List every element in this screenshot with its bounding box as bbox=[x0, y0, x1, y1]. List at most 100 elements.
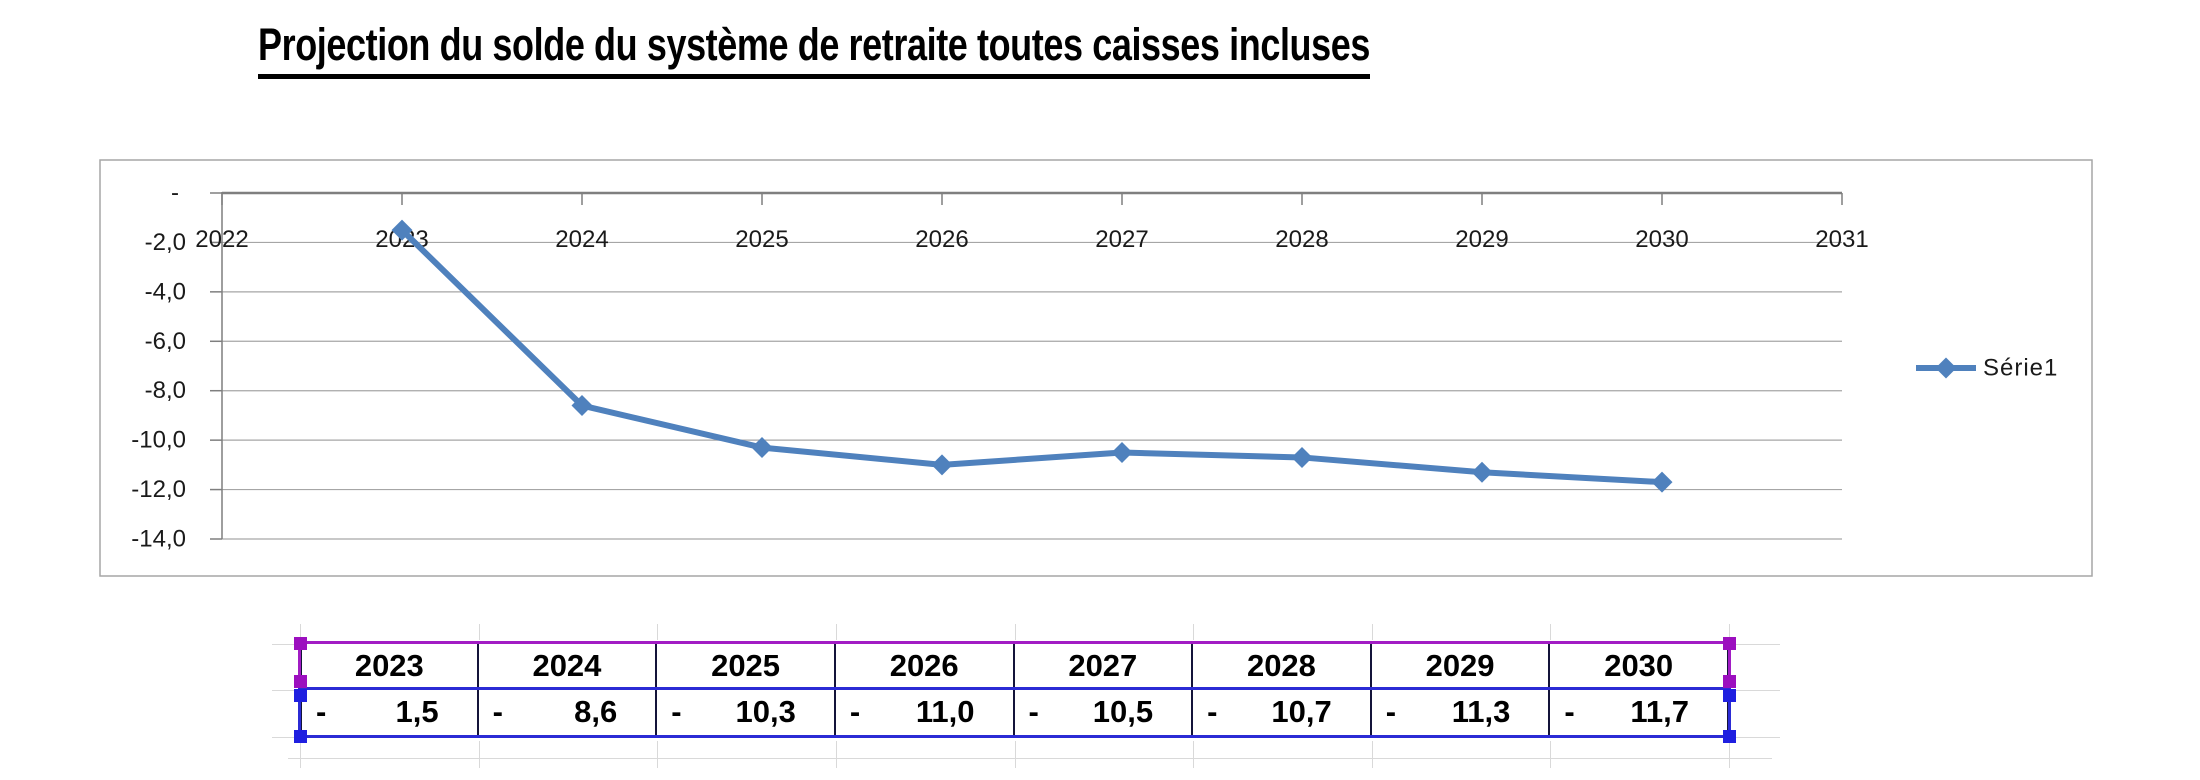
chart-area-border[interactable] bbox=[99, 159, 2093, 577]
year-cell[interactable]: 2028 bbox=[1193, 643, 1372, 688]
value-cell[interactable]: - 10,3 bbox=[657, 688, 836, 736]
spreadsheet-gridline bbox=[1372, 624, 1373, 640]
x-axis-label: 2028 bbox=[1275, 226, 1328, 253]
value-range-border-top bbox=[298, 687, 1731, 690]
spreadsheet-gridline bbox=[1729, 741, 1730, 768]
spreadsheet-gridline bbox=[1550, 624, 1551, 640]
minus-sign: - bbox=[1385, 694, 1397, 729]
y-axis-label: -6,0 bbox=[145, 328, 186, 355]
value-cell[interactable]: - 1,5 bbox=[300, 688, 479, 736]
year-cell[interactable]: 2023 bbox=[300, 643, 479, 688]
spreadsheet-gridline bbox=[836, 624, 837, 640]
category-range-border-left bbox=[298, 643, 301, 688]
series-marker[interactable] bbox=[571, 395, 593, 417]
spreadsheet-gridline bbox=[657, 741, 658, 768]
series-line[interactable] bbox=[399, 227, 1665, 486]
year-cell[interactable]: 2030 bbox=[1550, 643, 1729, 688]
minus-sign: - bbox=[1028, 694, 1039, 729]
x-axis-label: 2027 bbox=[1095, 226, 1148, 253]
series-marker[interactable] bbox=[1291, 446, 1313, 468]
x-axis-label: 2025 bbox=[735, 226, 788, 253]
category-range-border-top bbox=[298, 641, 1731, 644]
y-axis-label: -12,0 bbox=[131, 476, 186, 503]
x-axis-label: 2030 bbox=[1635, 226, 1688, 253]
spreadsheet-gridline bbox=[1372, 741, 1373, 768]
series-marker[interactable] bbox=[391, 219, 413, 241]
selection-handle[interactable] bbox=[293, 674, 307, 688]
spreadsheet-gridline bbox=[1550, 741, 1551, 768]
minus-sign: - bbox=[849, 694, 861, 729]
series-marker[interactable] bbox=[1651, 471, 1673, 493]
year-cell[interactable]: 2025 bbox=[657, 643, 836, 688]
value-range-border-bottom bbox=[298, 735, 1731, 738]
value-number: 11,7 bbox=[1630, 694, 1689, 729]
selection-handle[interactable] bbox=[1722, 636, 1736, 650]
data-table: 2023 2024 2025 2026 2027 2028 2029 2030 - 1,5 - 8,6… bbox=[293, 636, 1736, 743]
spreadsheet-gridline bbox=[657, 624, 658, 640]
selection-handle[interactable] bbox=[1722, 688, 1736, 702]
y-axis-label: - bbox=[171, 180, 179, 207]
value-number: 10,7 bbox=[1271, 694, 1332, 729]
spreadsheet-gridline bbox=[836, 741, 837, 768]
value-cell[interactable]: - 8,6 bbox=[478, 688, 658, 736]
category-range-border-right bbox=[1728, 643, 1731, 688]
value-cell[interactable]: - 10,5 bbox=[1014, 688, 1194, 736]
spreadsheet-gridline bbox=[479, 741, 480, 768]
value-range-border-left bbox=[298, 688, 301, 736]
value-cell[interactable]: - 11,3 bbox=[1371, 688, 1551, 736]
spreadsheet-gridline bbox=[300, 624, 301, 640]
selection-handle[interactable] bbox=[293, 636, 307, 650]
legend-marker-diamond[interactable] bbox=[1935, 357, 1957, 379]
minus-sign: - bbox=[671, 694, 682, 729]
selection-handle[interactable] bbox=[1722, 674, 1736, 688]
minus-sign: - bbox=[1564, 694, 1575, 729]
value-cell[interactable]: - 10,7 bbox=[1193, 688, 1372, 736]
year-cell[interactable]: 2027 bbox=[1014, 643, 1194, 688]
table-year-row: 2023 2024 2025 2026 2027 2028 2029 2030 bbox=[300, 643, 1729, 688]
legend-label[interactable]: Série1 bbox=[1983, 355, 2058, 382]
spreadsheet-gridline bbox=[1729, 624, 1730, 640]
year-cell[interactable]: 2024 bbox=[478, 643, 658, 688]
year-cell[interactable]: 2029 bbox=[1371, 643, 1551, 688]
spreadsheet-gridline bbox=[300, 741, 301, 768]
value-number: 10,3 bbox=[735, 694, 796, 729]
y-axis-label: -10,0 bbox=[131, 427, 186, 454]
spreadsheet-gridline bbox=[272, 690, 296, 691]
x-axis-label: 2026 bbox=[915, 226, 968, 253]
spreadsheet-gridline bbox=[288, 758, 1772, 759]
value-cell[interactable]: - 11,7 bbox=[1550, 688, 1729, 736]
value-number: 1,5 bbox=[395, 694, 439, 729]
value-cell[interactable]: - 11,0 bbox=[835, 688, 1015, 736]
year-cell[interactable]: 2026 bbox=[835, 643, 1015, 688]
series-marker[interactable] bbox=[1471, 461, 1493, 483]
minus-sign: - bbox=[492, 694, 503, 729]
series-marker[interactable] bbox=[931, 454, 953, 476]
y-axis-label: -8,0 bbox=[145, 377, 186, 404]
x-axis-label: 2031 bbox=[1815, 226, 1868, 253]
series-marker[interactable] bbox=[1111, 442, 1133, 463]
y-axis-label: -2,0 bbox=[145, 229, 186, 256]
table-value-row: - 1,5 - 8,6 - 10,3 - 11,0 - 10,5 - 10,7 - 11,3 - 11,7 bbox=[300, 688, 1729, 736]
spreadsheet-gridline bbox=[1193, 741, 1194, 768]
spreadsheet-gridline bbox=[272, 737, 296, 738]
minus-sign: - bbox=[1207, 694, 1218, 729]
x-axis-label: 2029 bbox=[1455, 226, 1508, 253]
y-axis-label: -14,0 bbox=[131, 526, 186, 553]
selection-handle[interactable] bbox=[293, 688, 307, 702]
spreadsheet-gridline bbox=[1015, 741, 1016, 768]
value-number: 10,5 bbox=[1092, 694, 1154, 729]
minus-sign: - bbox=[316, 694, 327, 729]
value-number: 11,3 bbox=[1451, 694, 1511, 729]
series-marker[interactable] bbox=[751, 437, 773, 459]
spreadsheet-gridline bbox=[1015, 624, 1016, 640]
spreadsheet-gridline bbox=[1736, 690, 1780, 691]
selection-handle[interactable] bbox=[1722, 729, 1736, 743]
x-axis-label: 2024 bbox=[555, 226, 608, 253]
spreadsheet-gridline bbox=[1736, 737, 1780, 738]
spreadsheet-gridline bbox=[1736, 644, 1780, 645]
value-number: 11,0 bbox=[915, 694, 975, 729]
chart-title: Projection du solde du système de retrai… bbox=[258, 20, 1370, 79]
spreadsheet-gridline bbox=[1193, 624, 1194, 640]
selection-handle[interactable] bbox=[293, 729, 307, 743]
